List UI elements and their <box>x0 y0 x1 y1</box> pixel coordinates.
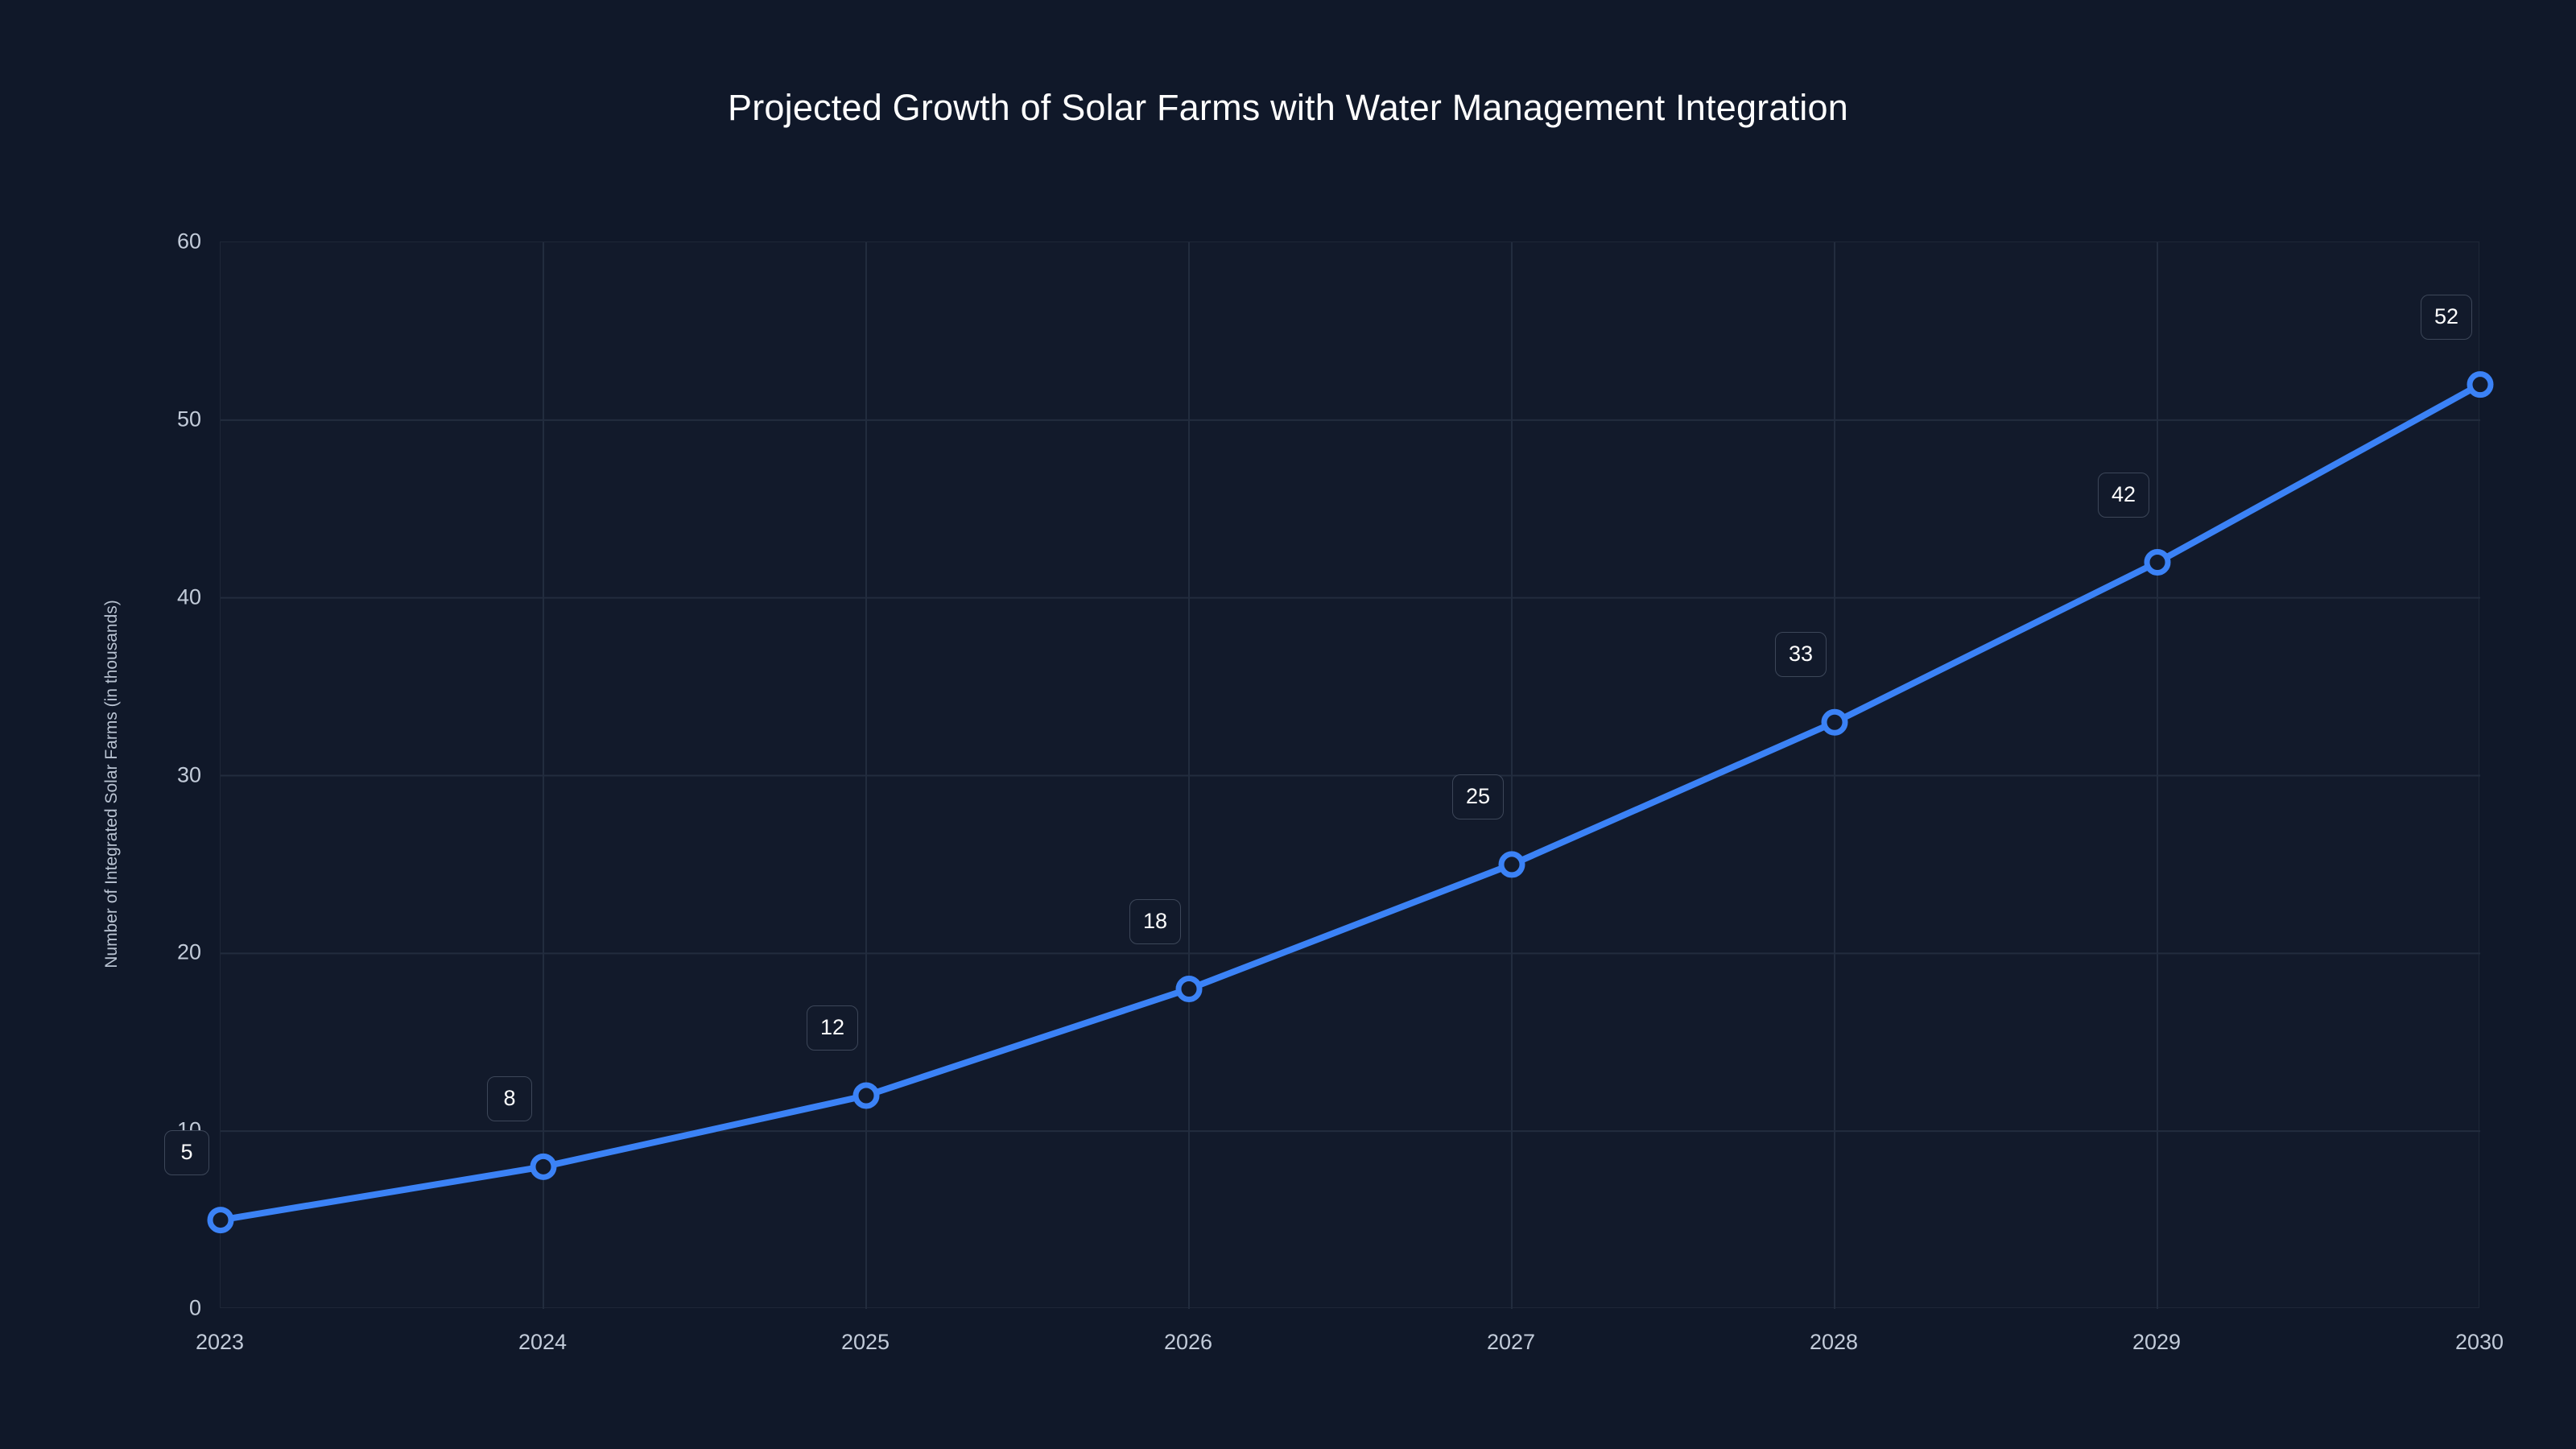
y-axis-tick-label: 40 <box>176 584 201 609</box>
y-axis-tick-label: 50 <box>176 407 201 431</box>
data-point-value-badge: 12 <box>806 1005 859 1051</box>
data-point-value-badge: 52 <box>2420 294 2473 340</box>
data-point-value-badge: 33 <box>1774 632 1827 678</box>
x-axis-tick-label: 2028 <box>1809 1330 1859 1354</box>
y-axis-tick-label: 0 <box>188 1295 201 1320</box>
data-point-marker[interactable] <box>1821 708 1848 736</box>
data-point-value-badge: 18 <box>1129 898 1182 944</box>
y-axis-tick-label: 60 <box>176 229 201 254</box>
data-point-marker[interactable] <box>530 1153 557 1180</box>
data-point-marker[interactable] <box>2467 371 2494 398</box>
y-axis-title: Number of Integrated Solar Farms (in tho… <box>102 600 121 968</box>
x-axis-tick-label: 2024 <box>518 1330 568 1354</box>
data-point-value-badge: 42 <box>2097 472 2150 518</box>
data-point-marker[interactable] <box>1175 976 1203 1002</box>
y-axis-tick-label: 30 <box>176 762 201 786</box>
x-axis-tick-label: 2025 <box>840 1330 890 1354</box>
y-axis-tick-labels: 0102030405060 <box>121 0 201 1449</box>
plot-area <box>207 242 2494 1309</box>
data-point-marker[interactable] <box>1498 851 1525 878</box>
data-point-value-badge: 25 <box>1451 774 1505 819</box>
line-series <box>207 371 2494 1234</box>
y-axis-tick-label: 20 <box>176 939 201 964</box>
data-point-marker[interactable] <box>852 1082 880 1109</box>
x-axis-tick-label: 2023 <box>195 1330 245 1354</box>
chart-title: Projected Growth of Solar Farms with Wat… <box>728 87 1848 128</box>
data-point-value-badge: 5 <box>164 1129 209 1175</box>
grid-lines <box>221 242 2480 1309</box>
x-axis-tick-label: 2029 <box>2132 1330 2182 1354</box>
x-axis-tick-label: 2030 <box>2454 1330 2504 1354</box>
x-axis-tick-label: 2026 <box>1163 1330 1213 1354</box>
data-point-value-badge: 8 <box>487 1076 532 1122</box>
data-point-marker[interactable] <box>207 1207 234 1234</box>
data-point-marker[interactable] <box>2144 549 2171 576</box>
x-axis-tick-label: 2027 <box>1486 1330 1536 1354</box>
